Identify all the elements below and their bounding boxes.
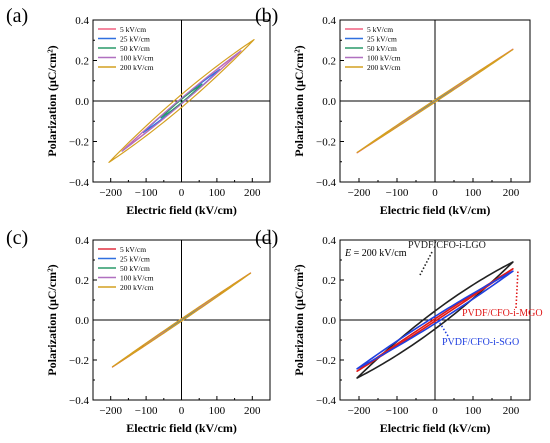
legend-label: 50 kV/cm: [120, 44, 150, 53]
y-tick-label: −0.4: [69, 395, 89, 407]
series-annotation: PVDF/CFO-i-MGO: [462, 308, 543, 319]
x-tick-label: −100: [386, 187, 409, 199]
x-tick-label: 200: [503, 405, 520, 417]
x-tick-label: 0: [432, 187, 438, 199]
legend-label: 100 kV/cm: [120, 274, 154, 283]
y-tick-label: 0.4: [322, 235, 336, 247]
legend-label: 200 kV/cm: [120, 283, 154, 292]
legend-label: 25 kV/cm: [120, 255, 150, 264]
legend-label: 200 kV/cm: [120, 63, 154, 72]
panel-d: (d) −200 −100 0 100 200 −0.4 −0.2 0.0 0.2 0.4 Elect…: [255, 227, 543, 435]
y-tick-label: 0.2: [75, 275, 89, 287]
series-loop: [356, 270, 514, 370]
legend-label: 5 kV/cm: [367, 25, 393, 34]
y-tick-label: −0.2: [69, 137, 89, 149]
annotation-pointer: [419, 251, 433, 276]
panel-label: (c): [6, 227, 28, 249]
legend-label: 5 kV/cm: [120, 245, 146, 254]
y-axis-title: Polarization (μC/cm²): [292, 264, 306, 375]
y-axis-title: Polarization (μC/cm²): [292, 45, 306, 156]
y-tick-label: −0.4: [316, 177, 336, 189]
x-tick-label: −100: [386, 405, 409, 417]
panel-label: (d): [255, 227, 278, 249]
series-loop: [356, 261, 514, 379]
x-tick-label: −200: [348, 405, 371, 417]
x-axis-title: Electric field (kV/cm): [126, 203, 237, 217]
y-axis-title: Polarization (μC/cm²): [45, 45, 59, 156]
x-tick-label: 100: [209, 405, 226, 417]
series-loop: [108, 39, 255, 163]
x-tick-label: −200: [348, 187, 371, 199]
series-loop: [111, 272, 252, 368]
legend-label: 50 kV/cm: [120, 264, 150, 273]
y-tick-label: 0.4: [75, 235, 89, 247]
x-tick-label: 200: [244, 405, 261, 417]
x-tick-label: 100: [465, 187, 482, 199]
panel-a: (a) −200 −100 0 100 200 −0.4 −0.2 0.0 0.2 0.4 Elect…: [6, 5, 271, 217]
panel-b: (b) −200 −100 0 100 200 −0.4 −0.2 0.0 0.2 0.4 Elect…: [255, 5, 531, 217]
y-tick-label: 0.0: [322, 96, 336, 108]
y-tick-label: −0.4: [316, 395, 336, 407]
legend-label: 25 kV/cm: [120, 35, 150, 44]
x-tick-label: −200: [99, 405, 122, 417]
series-loop: [356, 48, 514, 154]
series-loop: [160, 83, 203, 119]
y-tick-label: 0.2: [322, 275, 336, 287]
x-tick-label: 200: [244, 187, 261, 199]
annotation-pointer: [515, 269, 519, 309]
y-tick-label: −0.2: [316, 137, 336, 149]
x-tick-label: 100: [465, 405, 482, 417]
x-tick-label: −100: [135, 187, 158, 199]
x-tick-label: −100: [135, 405, 158, 417]
series-loop: [356, 268, 514, 372]
legend-label: 50 kV/cm: [367, 44, 397, 53]
x-tick-label: 0: [179, 187, 185, 199]
legend-label: 100 kV/cm: [120, 54, 154, 63]
y-tick-label: 0.0: [75, 315, 89, 327]
y-tick-label: −0.4: [69, 177, 89, 189]
x-axis-title: Electric field (kV/cm): [380, 421, 491, 435]
y-tick-label: 0.4: [322, 15, 336, 27]
condition-symbol: E: [344, 248, 351, 259]
legend-label: 100 kV/cm: [367, 54, 401, 63]
legend-label: 5 kV/cm: [120, 25, 146, 34]
x-tick-label: 200: [503, 187, 520, 199]
condition-value: = 200 kV/cm: [351, 248, 407, 259]
y-tick-label: −0.2: [316, 355, 336, 367]
series-annotation: PVDF/CFO-i-LGO: [408, 240, 486, 251]
x-tick-label: 100: [209, 187, 226, 199]
panel-label: (b): [255, 5, 278, 27]
y-tick-label: 0.4: [75, 15, 89, 27]
field-condition-note: E = 200 kV/cm: [344, 248, 407, 259]
x-axis-title: Electric field (kV/cm): [126, 421, 237, 435]
x-tick-label: 0: [179, 405, 185, 417]
legend-label: 25 kV/cm: [367, 35, 397, 44]
y-axis-title: Polarization (μC/cm²): [45, 264, 59, 375]
y-tick-label: 0.2: [75, 56, 89, 68]
y-tick-label: 0.2: [322, 56, 336, 68]
x-tick-label: −200: [99, 187, 122, 199]
x-axis-title: Electric field (kV/cm): [380, 203, 491, 217]
x-tick-label: 0: [432, 405, 438, 417]
legend-label: 200 kV/cm: [367, 63, 401, 72]
panel-label: (a): [6, 5, 28, 27]
series-annotation: PVDF/CFO-i-SGO: [442, 337, 519, 348]
y-tick-label: 0.0: [75, 96, 89, 108]
panel-c: (c) −200 −100 0 100 200 −0.4 −0.2 0.0 0.2 0.4 Elect…: [6, 227, 271, 435]
series-loop: [121, 50, 242, 152]
y-tick-label: 0.0: [322, 315, 336, 327]
y-tick-label: −0.2: [69, 355, 89, 367]
